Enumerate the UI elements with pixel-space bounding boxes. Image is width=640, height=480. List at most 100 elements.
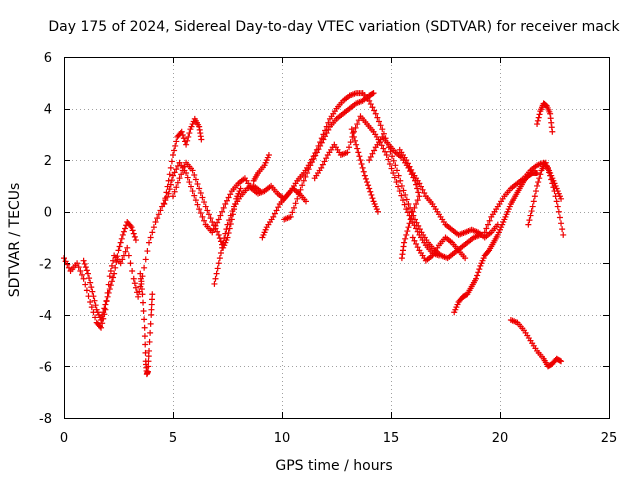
data-point	[223, 197, 230, 204]
data-point	[75, 264, 82, 271]
data-point	[411, 237, 418, 244]
data-point	[87, 279, 94, 286]
data-point	[225, 229, 232, 236]
data-point	[382, 148, 389, 155]
data-point	[421, 190, 428, 197]
data-point	[92, 302, 99, 309]
data-point	[137, 270, 144, 277]
data-point	[199, 213, 206, 220]
series-sat-n	[409, 234, 469, 264]
data-point	[476, 266, 483, 273]
data-point	[528, 208, 535, 215]
data-point	[548, 176, 555, 183]
data-point	[215, 216, 222, 223]
data-point	[530, 198, 537, 205]
data-point	[543, 162, 550, 169]
data-point	[265, 151, 272, 158]
data-point	[80, 257, 87, 264]
data-point	[318, 164, 325, 171]
data-point	[405, 200, 412, 207]
data-point	[536, 111, 543, 118]
data-point	[192, 197, 199, 204]
data-point	[406, 220, 413, 227]
data-point	[388, 165, 395, 172]
data-point	[534, 182, 541, 189]
data-point	[323, 155, 330, 162]
data-point	[365, 182, 372, 189]
data-point	[91, 297, 98, 304]
data-point	[349, 130, 356, 137]
data-point	[556, 357, 563, 364]
data-point	[544, 166, 551, 173]
data-point	[82, 264, 89, 271]
data-points	[61, 90, 567, 378]
y-tick-label: -2	[39, 257, 52, 272]
data-point	[183, 170, 190, 177]
data-point	[103, 297, 110, 304]
data-point	[90, 293, 97, 300]
data-point	[287, 213, 294, 220]
data-point	[413, 225, 420, 232]
data-point	[374, 208, 381, 215]
data-point	[534, 121, 541, 128]
data-point	[367, 153, 374, 160]
data-point	[226, 225, 233, 232]
data-point	[229, 208, 236, 215]
data-point	[560, 231, 567, 238]
data-point	[146, 347, 153, 354]
data-point	[192, 176, 199, 183]
data-point	[357, 157, 364, 164]
data-point	[194, 180, 201, 187]
data-point	[207, 215, 214, 222]
data-point	[129, 268, 136, 275]
data-point	[226, 217, 233, 224]
data-point	[361, 172, 368, 179]
data-point	[115, 247, 122, 254]
data-point	[346, 144, 353, 151]
data-point	[374, 114, 381, 121]
series-sat-c	[137, 270, 156, 378]
data-point	[398, 192, 405, 199]
data-point	[474, 272, 481, 279]
data-point	[141, 333, 148, 340]
data-point	[104, 293, 111, 300]
data-point	[220, 204, 227, 211]
data-point	[128, 224, 135, 231]
data-point	[395, 183, 402, 190]
data-point	[390, 157, 397, 164]
data-point	[558, 220, 565, 227]
data-point	[216, 255, 223, 262]
data-point	[106, 273, 113, 280]
data-point	[419, 186, 426, 193]
data-point	[173, 166, 180, 173]
data-point	[78, 271, 85, 278]
data-point	[462, 255, 469, 262]
data-point	[83, 267, 90, 274]
data-point	[549, 180, 556, 187]
x-tick-label: 15	[383, 431, 400, 446]
series-sat-d	[161, 115, 205, 207]
data-point	[350, 133, 357, 140]
data-point	[180, 135, 187, 142]
data-point	[414, 197, 421, 204]
data-point	[113, 258, 120, 265]
data-point	[534, 170, 541, 177]
x-tick-label: 20	[492, 431, 509, 446]
data-point	[294, 195, 301, 202]
data-point	[295, 191, 302, 198]
data-point	[558, 195, 565, 202]
data-point	[198, 136, 205, 143]
data-point	[546, 169, 553, 176]
data-point	[408, 166, 415, 173]
y-axis-label: SDTVAR / TECUs	[7, 183, 23, 298]
data-point	[358, 161, 365, 168]
series-sat-i	[281, 90, 377, 223]
data-point	[111, 270, 118, 277]
data-point	[290, 204, 297, 211]
data-point	[225, 194, 232, 201]
data-point	[353, 141, 360, 148]
data-point	[64, 261, 71, 268]
data-point	[82, 281, 89, 288]
data-point	[404, 228, 411, 235]
data-point	[211, 280, 218, 287]
